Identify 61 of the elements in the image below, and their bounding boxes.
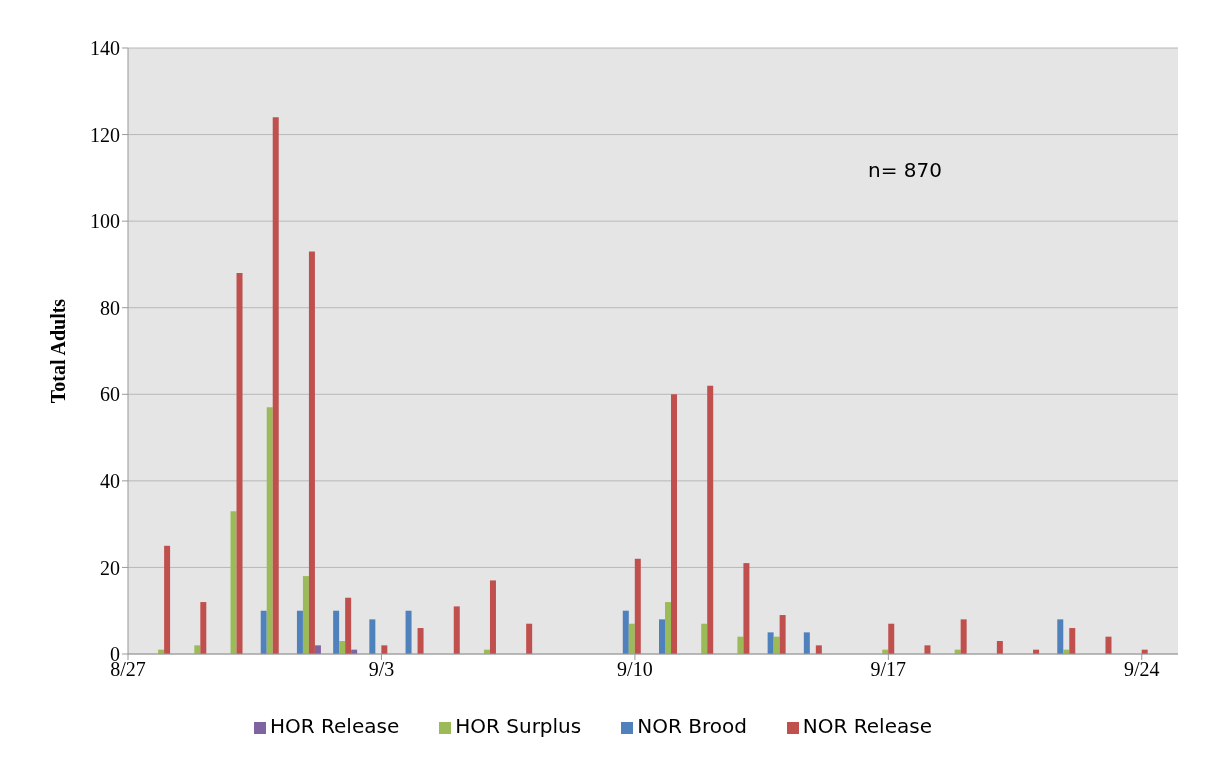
- bar: [296, 610, 303, 654]
- legend-label: HOR Surplus: [455, 714, 582, 738]
- bar: [308, 251, 315, 654]
- bar: [634, 558, 641, 654]
- bar: [767, 632, 774, 654]
- x-tick-label: 9/24: [1124, 658, 1160, 681]
- bar: [260, 610, 267, 654]
- legend-label: HOR Release: [270, 714, 400, 738]
- legend-label: NOR Release: [802, 714, 932, 738]
- bar: [164, 545, 171, 654]
- bar: [526, 623, 533, 654]
- bar: [302, 576, 309, 654]
- bar: [737, 636, 744, 654]
- bar: [659, 619, 665, 654]
- y-tick-label: 120: [90, 123, 120, 146]
- bar: [815, 645, 822, 654]
- bar: [665, 602, 671, 654]
- bar: [1069, 628, 1076, 654]
- y-tick-label: 140: [90, 37, 120, 60]
- bar: [381, 645, 388, 654]
- bar: [489, 580, 496, 654]
- y-tick-label: 60: [100, 383, 120, 406]
- bar: [1057, 619, 1064, 654]
- bar: [707, 385, 714, 654]
- bar: [314, 645, 321, 654]
- bar: [236, 273, 243, 654]
- bar: [671, 394, 677, 654]
- bar: [622, 610, 629, 654]
- annotation: n= 870: [868, 158, 942, 182]
- bar: [888, 623, 895, 654]
- bar: [743, 563, 750, 654]
- bar: [345, 597, 352, 654]
- bar: [272, 117, 279, 654]
- x-tick-label: 9/17: [870, 658, 907, 681]
- bar: [453, 606, 460, 654]
- bar: [924, 645, 931, 654]
- y-tick-label: 20: [100, 556, 120, 579]
- bar: [628, 623, 635, 654]
- x-tick-label: 9/10: [617, 658, 653, 681]
- bar: [266, 407, 273, 654]
- bar: [339, 641, 346, 654]
- bar: [1105, 636, 1112, 654]
- y-axis-title: Total Adults: [47, 298, 70, 404]
- bar: [405, 610, 412, 654]
- y-tick-label: 100: [90, 210, 120, 233]
- bar: [369, 619, 376, 654]
- bar: [200, 602, 207, 654]
- legend-label: NOR Brood: [637, 714, 747, 738]
- bar: [996, 641, 1003, 654]
- y-tick-label: 40: [100, 469, 120, 492]
- bar: [230, 511, 237, 654]
- x-tick-label: 9/3: [368, 658, 395, 681]
- bar: [779, 615, 786, 654]
- bar: [701, 623, 708, 654]
- bar: [333, 610, 340, 654]
- bar: [194, 645, 201, 654]
- bar: [960, 619, 967, 654]
- bar: [773, 636, 780, 654]
- y-tick-label: 80: [100, 296, 120, 319]
- bar: [417, 628, 424, 654]
- bar: [803, 632, 810, 654]
